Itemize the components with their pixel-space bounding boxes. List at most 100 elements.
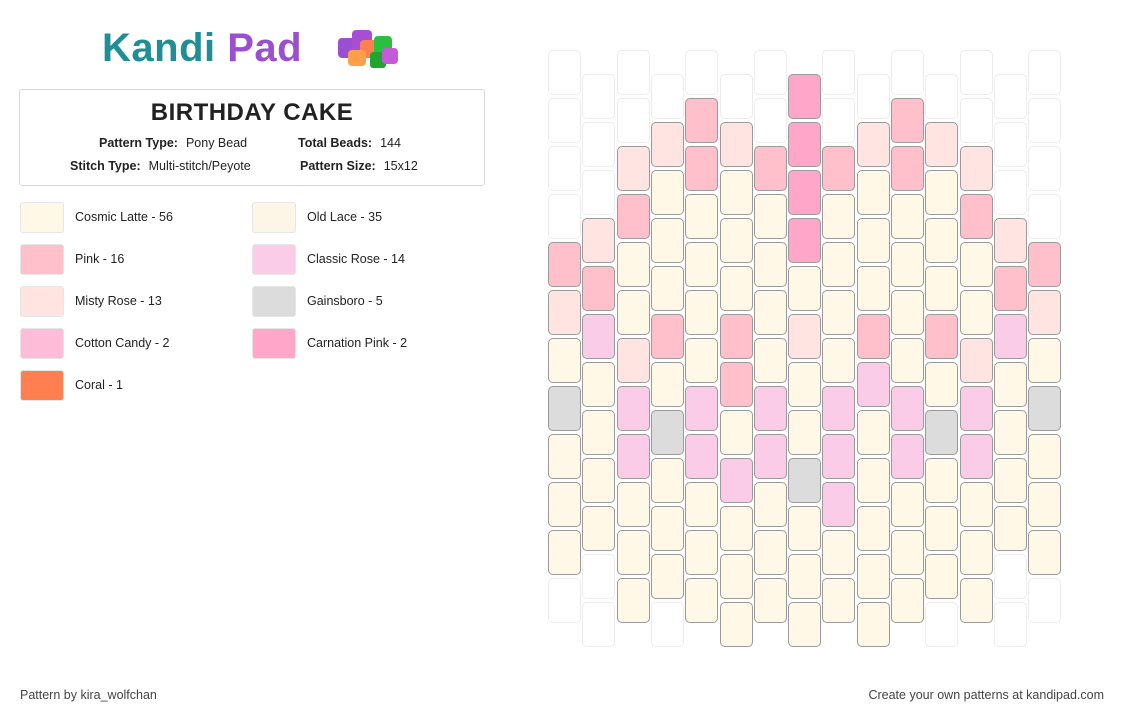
bead: [616, 194, 650, 239]
total-beads-label: Total Beads:: [298, 136, 373, 150]
legend-label: Cotton Candy - 2: [75, 336, 170, 350]
empty-bead-slot: [1028, 146, 1062, 191]
bead: [685, 146, 719, 191]
bead: [616, 290, 650, 335]
bead: [548, 482, 581, 527]
bead: [925, 314, 959, 359]
bead: [719, 410, 753, 455]
empty-bead-slot: [993, 122, 1027, 167]
bead: [1028, 242, 1062, 287]
bead: [650, 266, 684, 311]
bead: [582, 458, 616, 503]
bead: [582, 266, 616, 311]
bead: [891, 530, 924, 575]
bead: [822, 578, 856, 623]
bead: [582, 362, 616, 407]
bead: [650, 506, 684, 551]
empty-bead-slot: [925, 74, 959, 119]
kandi-pad-logo[interactable]: Kandi Pad: [102, 26, 412, 72]
pattern-type-row: Pattern Type: Pony Bead: [99, 136, 247, 150]
bead: [788, 602, 822, 647]
bead: [685, 578, 719, 623]
bead: [650, 218, 684, 263]
bead: [959, 194, 993, 239]
empty-bead-slot: [993, 602, 1027, 647]
bead: [616, 146, 650, 191]
bead: [753, 482, 787, 527]
empty-bead-slot: [616, 98, 650, 143]
bead: [822, 146, 856, 191]
bead: [959, 482, 993, 527]
bead: [891, 146, 924, 191]
bead: [856, 458, 890, 503]
bead: [685, 98, 719, 143]
bead: [753, 242, 787, 287]
stitch-type-value: Multi-stitch/Peyote: [148, 159, 251, 173]
pattern-size-value: 15x12: [383, 159, 418, 173]
bead: [822, 434, 856, 479]
stitch-type-row: Stitch Type: Multi-stitch/Peyote: [70, 159, 251, 173]
empty-bead-slot: [582, 170, 616, 215]
empty-bead-slot: [1028, 98, 1062, 143]
empty-bead-slot: [582, 602, 616, 647]
bead: [616, 530, 650, 575]
bead: [650, 122, 684, 167]
bead: [548, 242, 581, 287]
bead: [822, 242, 856, 287]
bead: [925, 458, 959, 503]
bead: [753, 194, 787, 239]
empty-bead-slot: [616, 50, 650, 95]
bead-pile-icon: [338, 30, 398, 68]
bead: [822, 530, 856, 575]
bead: [753, 386, 787, 431]
empty-bead-slot: [993, 74, 1027, 119]
bead: [616, 386, 650, 431]
bead: [753, 146, 787, 191]
color-swatch: [20, 286, 64, 317]
empty-bead-slot: [891, 50, 924, 95]
bead: [856, 554, 890, 599]
pattern-type-value: Pony Bead: [185, 136, 248, 150]
kandipad-link[interactable]: Create your own patterns at kandipad.com: [868, 688, 1104, 702]
bead: [788, 74, 822, 119]
bead: [822, 386, 856, 431]
bead: [753, 578, 787, 623]
empty-bead-slot: [753, 50, 787, 95]
pattern-size-label: Pattern Size:: [300, 159, 376, 173]
bead: [925, 554, 959, 599]
bead: [1028, 482, 1062, 527]
bead: [891, 386, 924, 431]
empty-bead-slot: [822, 98, 856, 143]
bead: [685, 194, 719, 239]
empty-bead-slot: [993, 554, 1027, 599]
bead: [925, 170, 959, 215]
bead: [993, 314, 1027, 359]
bead: [959, 338, 993, 383]
bead: [788, 458, 822, 503]
bead: [1028, 434, 1062, 479]
bead: [582, 218, 616, 263]
color-swatch: [252, 244, 296, 275]
bead: [993, 266, 1027, 311]
bead: [993, 458, 1027, 503]
bead: [719, 170, 753, 215]
bead: [719, 266, 753, 311]
empty-bead-slot: [548, 194, 581, 239]
bead: [993, 506, 1027, 551]
empty-bead-slot: [1028, 194, 1062, 239]
empty-bead-slot: [959, 98, 993, 143]
empty-bead-slot: [753, 98, 787, 143]
bead: [788, 218, 822, 263]
bead: [719, 314, 753, 359]
bead: [719, 218, 753, 263]
bead: [788, 170, 822, 215]
color-swatch: [252, 328, 296, 359]
pattern-type-label: Pattern Type:: [99, 136, 178, 150]
empty-bead-slot: [650, 74, 684, 119]
bead: [856, 122, 890, 167]
bead: [582, 314, 616, 359]
bead: [925, 506, 959, 551]
color-swatch: [20, 202, 64, 233]
empty-bead-slot: [719, 74, 753, 119]
bead: [1028, 290, 1062, 335]
